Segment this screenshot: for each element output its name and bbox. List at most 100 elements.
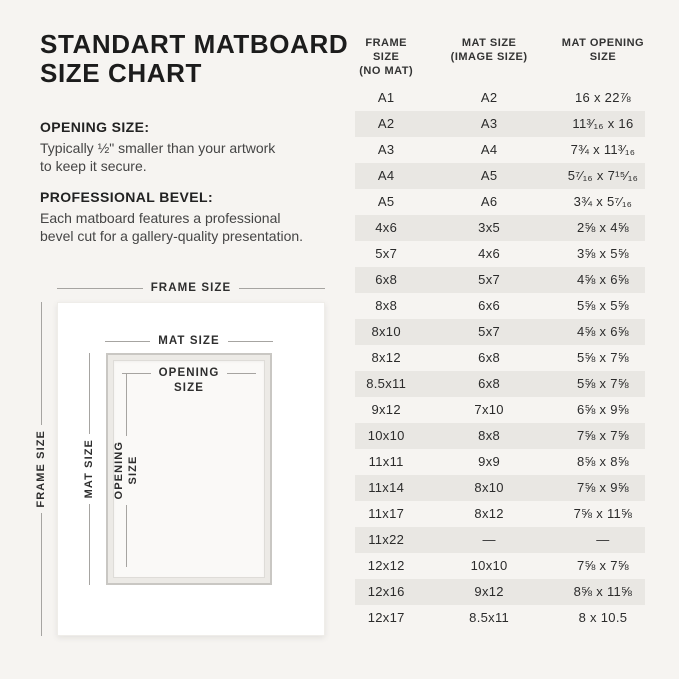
table-row: 4x6 3x5 2⅝ x 4⅝ xyxy=(355,215,645,241)
table-cell: 12x12 xyxy=(367,558,405,573)
table-cell: 5⅝ x 7⅝ xyxy=(576,376,629,391)
dimension-line xyxy=(227,341,273,342)
table-cell: A4 xyxy=(377,168,395,183)
table-cell: 7⅝ x 7⅝ xyxy=(576,428,629,443)
table-cell: 9x9 xyxy=(478,454,501,469)
table-cell: 6x8 xyxy=(375,272,398,287)
table-cell: A2 xyxy=(480,90,498,105)
table-cell: 12x16 xyxy=(367,584,405,599)
table-row: A2 A3 11³⁄₁₆ x 16 xyxy=(355,111,645,137)
table-cell: 7⅝ x 9⅝ xyxy=(576,480,629,495)
table-cell: A3 xyxy=(377,142,395,157)
dimension-line xyxy=(40,302,42,426)
header-line: FRAME SIZE xyxy=(365,37,407,63)
table-cell: 3x5 xyxy=(478,220,501,235)
mat-size-top-label: MAT SIZE xyxy=(105,334,273,349)
table-cell: 3⅝ x 5⅝ xyxy=(576,246,629,261)
table-cell: 5⁷⁄₁₆ x 7¹⁵⁄₁₆ xyxy=(567,168,639,183)
dimension-line xyxy=(239,288,326,289)
table-row: 10x10 8x8 7⅝ x 7⅝ xyxy=(355,423,645,449)
table-cell: 8⅝ x 8⅝ xyxy=(576,454,629,469)
opening-size-side-label-text: OPENING SIZE xyxy=(113,441,139,500)
table-cell: 11³⁄₁₆ x 16 xyxy=(572,116,634,131)
dimension-line xyxy=(88,353,90,435)
table-row: 5x7 4x6 3⅝ x 5⅝ xyxy=(355,241,645,267)
table-cell: 4x6 xyxy=(478,246,501,261)
header-line: (NO MAT) xyxy=(359,65,414,77)
mat-board-box xyxy=(106,353,272,585)
bevel-heading: PROFESSIONAL BEVEL: xyxy=(40,189,214,205)
table-row: 8.5x11 6x8 5⅝ x 7⅝ xyxy=(355,371,645,397)
table-cell: — xyxy=(596,532,610,547)
table-cell: 8 x 10.5 xyxy=(578,610,628,625)
table-row: 12x16 9x12 8⅝ x 11⅝ xyxy=(355,579,645,605)
table-cell: 11x17 xyxy=(368,506,405,521)
table-cell: 8.5x11 xyxy=(469,610,510,625)
table-cell: 2⅝ x 4⅝ xyxy=(576,220,629,235)
table-cell: 6x8 xyxy=(478,350,501,365)
table-row: 8x8 6x6 5⅝ x 5⅝ xyxy=(355,293,645,319)
table-cell: A3 xyxy=(480,116,498,131)
table-row: A1 A2 16 x 22⅞ xyxy=(355,85,645,111)
table-row: 11x22 — — xyxy=(355,527,645,553)
table-row: 12x12 10x10 7⅝ x 7⅝ xyxy=(355,553,645,579)
frame-size-top-label: FRAME SIZE xyxy=(57,281,326,296)
table-cell: 6x8 xyxy=(478,376,501,391)
frame-size-label-text: FRAME SIZE xyxy=(150,282,232,294)
table-cell: A6 xyxy=(480,194,498,209)
table-cell: 9x12 xyxy=(371,402,401,417)
mat-size-side-label-text: MAT SIZE xyxy=(83,439,95,499)
table-row: 8x12 6x8 5⅝ x 7⅝ xyxy=(355,345,645,371)
frame-size-side-label: FRAME SIZE xyxy=(34,302,48,636)
table-row: 12x17 8.5x11 8 x 10.5 xyxy=(355,605,645,631)
mat-size-label-text: MAT SIZE xyxy=(158,335,220,347)
opening-size-section: OPENING SIZE: Typically ½" smaller than … xyxy=(40,119,330,175)
table-row: 6x8 5x7 4⅝ x 6⅝ xyxy=(355,267,645,293)
header-line: (IMAGE SIZE) xyxy=(450,51,528,63)
header-line: MAT SIZE xyxy=(461,37,517,49)
dimension-line xyxy=(227,373,256,374)
table-cell: 11x22 xyxy=(368,532,405,547)
table-cell: 10x10 xyxy=(367,428,405,443)
mat-opening-area xyxy=(113,360,265,578)
table-cell: 8x10 xyxy=(474,480,504,495)
table-cell: 12x17 xyxy=(367,610,405,625)
table-cell: 3¾ x 5⁷⁄₁₆ xyxy=(573,194,633,209)
table-cell: 8.5x11 xyxy=(366,376,407,391)
table-cell: — xyxy=(482,532,496,547)
dimension-line xyxy=(122,373,151,374)
table-cell: A2 xyxy=(377,116,395,131)
opening-size-description: Typically ½" smaller than your artwork t… xyxy=(40,140,276,174)
table-cell: 8x8 xyxy=(375,298,398,313)
table-row: A4 A5 5⁷⁄₁₆ x 7¹⁵⁄₁₆ xyxy=(355,163,645,189)
table-cell: 8x10 xyxy=(371,324,401,339)
table-cell: 16 x 22⅞ xyxy=(574,90,631,105)
frame-size-side-label-text: FRAME SIZE xyxy=(35,430,47,508)
header-cell-mat-size: MAT SIZE (IMAGE SIZE) xyxy=(417,36,561,78)
table-row: A3 A4 7¾ x 11³⁄₁₆ xyxy=(355,137,645,163)
table-cell: A5 xyxy=(480,168,498,183)
opening-size-label-text: OPENING SIZE xyxy=(158,367,220,394)
header-line: MAT OPENING xyxy=(561,37,645,49)
table-cell: 6x6 xyxy=(478,298,501,313)
bevel-section: PROFESSIONAL BEVEL: Each matboard featur… xyxy=(40,189,330,245)
size-table-header: FRAME SIZE (NO MAT) MAT SIZE (IMAGE SIZE… xyxy=(355,36,645,78)
dimension-line xyxy=(88,503,90,586)
table-cell: 5⅝ x 5⅝ xyxy=(576,298,629,313)
table-cell: A4 xyxy=(480,142,498,157)
bevel-description: Each matboard features a professional be… xyxy=(40,210,304,244)
table-cell: 7⅝ x 7⅝ xyxy=(576,558,629,573)
table-row: A5 A6 3¾ x 5⁷⁄₁₆ xyxy=(355,189,645,215)
opening-size-top-label: OPENING SIZE xyxy=(122,366,256,396)
table-cell: 7x10 xyxy=(474,402,504,417)
table-cell: 7¾ x 11³⁄₁₆ xyxy=(570,142,636,157)
table-cell: 4x6 xyxy=(375,220,398,235)
table-cell: 5x7 xyxy=(478,272,501,287)
dimension-line xyxy=(40,512,42,636)
table-cell: 8x12 xyxy=(474,506,504,521)
table-cell: 4⅝ x 6⅝ xyxy=(576,324,629,339)
dimension-line xyxy=(125,374,127,437)
table-cell: 5x7 xyxy=(375,246,398,261)
table-cell: 11x14 xyxy=(368,480,405,495)
